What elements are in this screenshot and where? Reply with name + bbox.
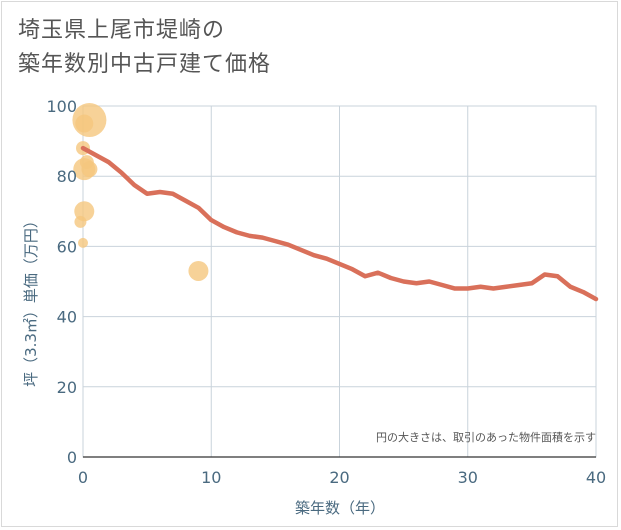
bubble-point — [78, 237, 88, 248]
bubble-point — [75, 114, 94, 133]
y-tick-label: 100 — [46, 97, 77, 116]
y-tick-label: 0 — [67, 448, 77, 467]
bubble-point — [188, 260, 209, 281]
chart-title: 埼玉県上尾市堤崎の 築年数別中古戸建て価格 — [18, 14, 271, 82]
x-tick-label: 30 — [458, 468, 478, 487]
grid — [82, 105, 597, 458]
average-line-series — [80, 145, 599, 302]
y-tick-label: 80 — [57, 167, 77, 186]
y-tick-label: 60 — [57, 237, 77, 256]
bubble-point — [81, 161, 98, 178]
chart-title-line-1: 埼玉県上尾市堤崎の — [18, 18, 226, 43]
x-tick-label: 40 — [586, 468, 606, 487]
y-axis-label: 坪（3.3㎡）単価（万円） — [22, 213, 40, 387]
y-tick-label: 40 — [57, 308, 77, 327]
chart-title-line-2: 築年数別中古戸建て価格 — [18, 52, 272, 77]
y-tick-label: 20 — [57, 378, 77, 397]
bubble-series — [72, 103, 209, 281]
x-tick-label: 20 — [329, 468, 349, 487]
bubble-point — [74, 215, 87, 228]
bubble-size-note: 円の大きさは、取引のあった物件面積を示す — [376, 430, 596, 444]
axes: 0 10 20 30 40 0 20 40 60 80 100 — [46, 97, 606, 487]
average-price-line — [80, 145, 599, 302]
x-tick-label: 10 — [201, 468, 221, 487]
x-tick-label: 0 — [78, 468, 88, 487]
x-axis-label: 築年数（年） — [295, 499, 385, 517]
